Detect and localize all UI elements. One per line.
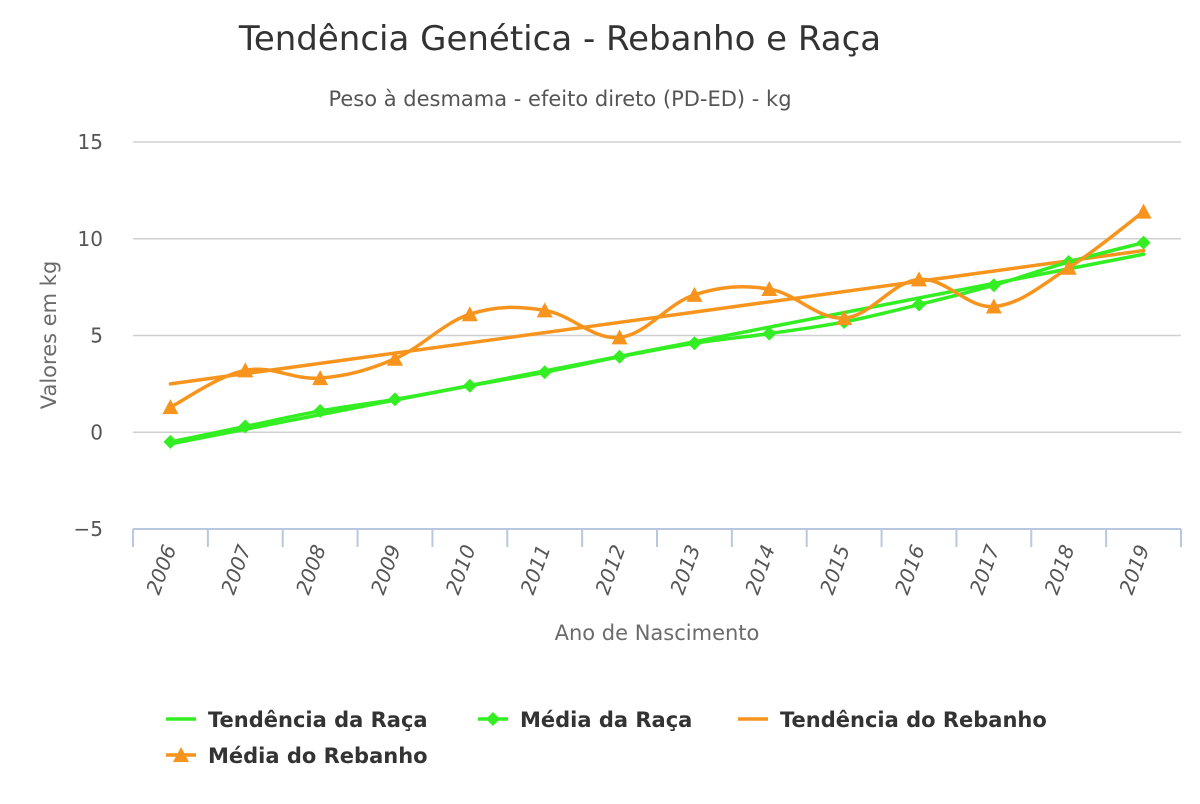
data-point-diamond bbox=[612, 349, 627, 364]
x-tick-label: 2016 bbox=[890, 542, 930, 598]
data-point-triangle bbox=[611, 329, 628, 345]
plot-area bbox=[162, 203, 1152, 449]
y-tick-label: 5 bbox=[90, 324, 103, 348]
x-tick-label: 2017 bbox=[965, 541, 1005, 597]
y-axis-ticks: 15 10 5 0 −5 bbox=[74, 130, 103, 541]
x-tick-label: 2015 bbox=[815, 542, 855, 598]
y-tick-label: 15 bbox=[78, 130, 103, 154]
data-point-triangle bbox=[237, 362, 254, 378]
x-tick-label: 2010 bbox=[441, 542, 481, 598]
x-tick-label: 2013 bbox=[665, 542, 705, 598]
data-point-diamond bbox=[462, 378, 477, 393]
data-point-diamond bbox=[313, 403, 328, 418]
data-point-triangle bbox=[761, 281, 778, 297]
x-tick-label: 2018 bbox=[1039, 542, 1079, 598]
legend-triangle-icon bbox=[173, 747, 189, 762]
x-tick-label: 2008 bbox=[291, 542, 331, 598]
x-tick-label: 2009 bbox=[366, 542, 406, 598]
data-point-diamond bbox=[687, 336, 702, 351]
legend-item[interactable]: Tendência do Rebanho bbox=[738, 708, 1047, 732]
x-tick-label: 2011 bbox=[515, 542, 555, 598]
x-tick-label: 2014 bbox=[740, 542, 780, 598]
legend-item[interactable]: Média da Raça bbox=[478, 708, 692, 732]
x-tick-label: 2007 bbox=[216, 541, 256, 597]
data-point-triangle bbox=[1135, 203, 1152, 219]
x-tick-label: 2012 bbox=[590, 542, 630, 598]
x-axis: 2006 2007 2008 2009 2010 2011 2012 2013 2014 2015… bbox=[132, 528, 1182, 598]
x-tick-label: 2019 bbox=[1114, 542, 1154, 598]
series-media-do-rebanho bbox=[162, 203, 1152, 415]
series-line bbox=[168, 240, 1146, 444]
y-tick-label: −5 bbox=[74, 517, 103, 541]
y-tick-label: 0 bbox=[90, 420, 103, 444]
data-point-diamond bbox=[163, 434, 178, 449]
data-point-diamond bbox=[388, 392, 402, 407]
chart-title: Tendência Genética - Rebanho e Raça bbox=[238, 19, 881, 59]
legend-diamond-icon bbox=[486, 712, 500, 726]
data-point-triangle bbox=[461, 306, 478, 322]
legend-label: Média do Rebanho bbox=[208, 744, 428, 768]
legend-label: Média da Raça bbox=[520, 708, 692, 732]
legend-label: Tendência da Raça bbox=[208, 708, 428, 732]
y-axis-label: Valores em kg bbox=[37, 261, 61, 410]
data-point-triangle bbox=[536, 302, 553, 318]
legend-item[interactable]: Média do Rebanho bbox=[166, 744, 428, 768]
y-tick-label: 10 bbox=[78, 227, 103, 251]
data-point-triangle bbox=[1060, 259, 1077, 275]
legend-label: Tendência do Rebanho bbox=[780, 708, 1047, 732]
data-point-triangle bbox=[387, 350, 403, 366]
gridlines bbox=[133, 141, 1181, 433]
x-axis-label: Ano de Nascimento bbox=[555, 621, 760, 645]
data-point-diamond bbox=[537, 365, 552, 380]
data-point-diamond bbox=[1136, 235, 1151, 250]
data-point-triangle bbox=[686, 286, 703, 302]
data-point-diamond bbox=[238, 419, 253, 434]
legend-item[interactable]: Tendência da Raça bbox=[166, 708, 428, 732]
data-point-triangle bbox=[836, 310, 853, 326]
data-point-triangle bbox=[985, 298, 1002, 314]
data-point-diamond bbox=[986, 278, 1001, 293]
data-point-triangle bbox=[162, 399, 179, 415]
data-point-diamond bbox=[762, 326, 777, 341]
x-tick-label: 2006 bbox=[141, 542, 181, 598]
data-point-diamond bbox=[912, 297, 926, 312]
data-point-triangle bbox=[911, 271, 927, 287]
data-point-triangle bbox=[312, 370, 329, 386]
legend: Tendência da Raça Média da Raça Tendência … bbox=[166, 708, 1047, 768]
chart-subtitle: Peso à desmama - efeito direto (PD-ED) -… bbox=[328, 87, 791, 111]
